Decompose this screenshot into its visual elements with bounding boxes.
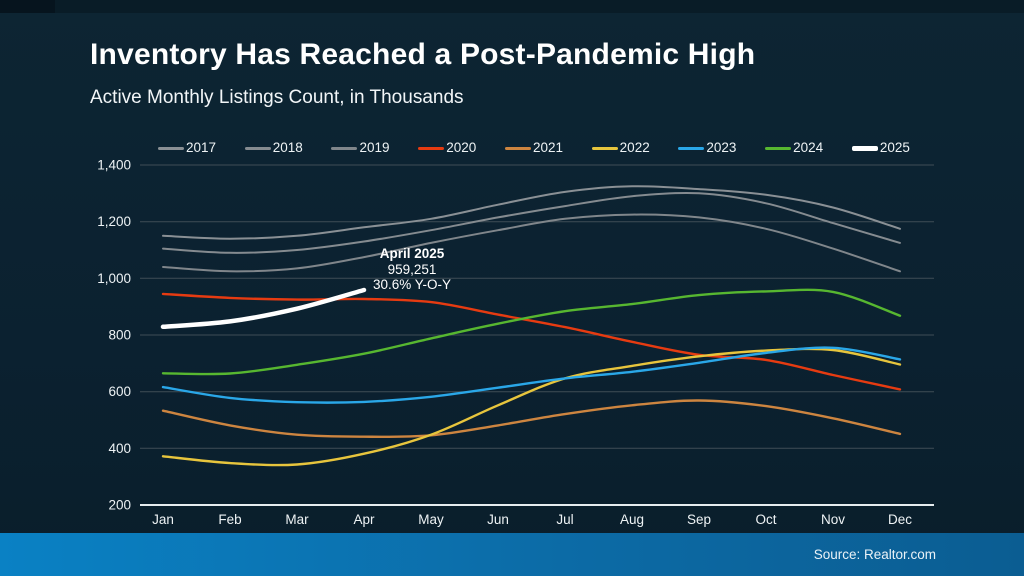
series-line-2021 (161, 399, 902, 439)
y-tick-label: 1,000 (97, 271, 131, 286)
callout-month-label: April 2025 (379, 246, 445, 261)
legend-swatch-2018 (244, 146, 271, 150)
source-text: Source: Realtor.com (813, 547, 936, 562)
legend-label-2023: 2023 (706, 140, 737, 155)
legend-label-2024: 2024 (793, 140, 824, 155)
x-tick-label-May: May (418, 512, 444, 527)
x-tick-label-Sep: Sep (687, 512, 711, 527)
legend-item-2022: 2022 (591, 140, 650, 156)
y-tick-label: 1,400 (97, 158, 131, 173)
legend-swatch-2017 (158, 146, 184, 150)
x-tick-label-Jul: Jul (556, 512, 573, 527)
data-callout: April 2025 959,251 30.6% Y-O-Y (338, 246, 486, 293)
legend-item-2024: 2024 (765, 140, 823, 156)
legend-item-2023: 2023 (678, 140, 736, 156)
series-line-2020 (161, 292, 902, 391)
legend-swatch-2020 (418, 146, 445, 150)
series-line-2019 (162, 213, 901, 273)
footer-bar: Source: Realtor.com (0, 533, 1024, 576)
x-tick-label-Jun: Jun (487, 512, 509, 527)
top-strip (0, 0, 1024, 13)
x-tick-label-Dec: Dec (888, 512, 912, 527)
x-tick-label-Nov: Nov (821, 512, 845, 527)
y-tick-label: 600 (108, 384, 131, 399)
series-line-2022 (161, 347, 902, 467)
legend-item-2025: 2025 (851, 140, 910, 156)
legend-label-2020: 2020 (446, 140, 477, 155)
series-line-2017 (162, 185, 901, 240)
legend-swatch-2024 (765, 146, 792, 150)
x-tick-label-Mar: Mar (285, 512, 309, 527)
legend-label-2021: 2021 (532, 140, 563, 155)
y-tick-label: 400 (108, 441, 131, 456)
legend-item-2017: 2017 (158, 140, 216, 156)
legend-label-2018: 2018 (272, 140, 303, 155)
page-title: Inventory Has Reached a Post-Pandemic Hi… (90, 38, 756, 71)
legend-label-2025: 2025 (879, 140, 910, 155)
callout-yoy: 30.6% Y-O-Y (372, 277, 452, 292)
series-line-2025 (160, 287, 367, 330)
legend-swatch-2022 (591, 146, 618, 150)
legend-label-2017: 2017 (186, 140, 217, 155)
legend-item-2018: 2018 (244, 140, 303, 156)
legend-swatch-2019 (331, 146, 358, 150)
x-tick-label-Oct: Oct (755, 512, 776, 527)
x-tick-label-Aug: Aug (620, 512, 644, 527)
series-line-2018 (162, 191, 901, 254)
series-line-2023 (161, 346, 902, 404)
y-tick-label: 800 (108, 328, 131, 343)
x-tick-label-Feb: Feb (218, 512, 241, 527)
legend-label-2019: 2019 (359, 140, 390, 155)
legend-label-2022: 2022 (619, 140, 650, 155)
y-tick-label: 200 (108, 498, 131, 513)
x-tick-label-Jan: Jan (152, 512, 174, 527)
legend-swatch-2025 (851, 145, 878, 151)
chart-legend: 2017 2018 2019 2020 2021 2022 2023 2024 2025 (158, 140, 910, 156)
legend-item-2019: 2019 (331, 140, 390, 156)
legend-item-2020: 2020 (418, 140, 476, 156)
series-line-2024 (161, 288, 902, 376)
corner-accent (0, 0, 55, 13)
y-tick-label: 1,200 (97, 214, 131, 229)
legend-swatch-2021 (504, 146, 531, 150)
page-subtitle: Active Monthly Listings Count, in Thousa… (90, 87, 464, 108)
legend-swatch-2023 (678, 146, 705, 150)
callout-value: 959,251 (387, 261, 437, 277)
legend-item-2021: 2021 (504, 140, 563, 156)
x-tick-label-Apr: Apr (353, 512, 375, 527)
